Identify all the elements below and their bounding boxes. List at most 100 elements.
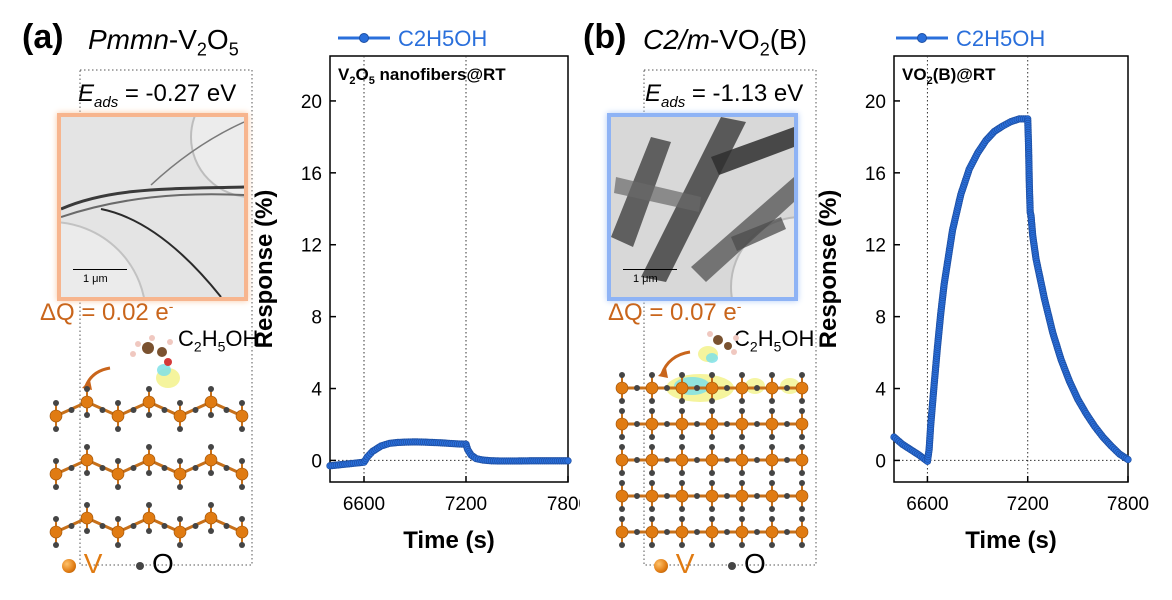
phase-space-group: C2/m [643, 24, 710, 55]
oxygen-atom [649, 434, 655, 440]
vanadium-atom [173, 409, 187, 423]
vanadium-atom [204, 395, 218, 409]
oxygen-atom [799, 408, 805, 414]
vanadium-atom [235, 525, 249, 539]
vanadium-atom [111, 525, 125, 539]
oxygen-atom [799, 470, 805, 476]
vanadium-atom [735, 417, 749, 431]
oxygen-atom [146, 444, 152, 450]
vanadium-atom [49, 525, 63, 539]
oxygen-atom [784, 529, 790, 535]
vanadium-atom [765, 381, 779, 395]
oxygen-atom [161, 523, 168, 529]
oxygen-atom [694, 529, 700, 535]
oxygen-atom [130, 465, 137, 471]
oxygen-atom [177, 484, 183, 490]
oxygen-atom [146, 412, 152, 418]
chart-vo2b-response: C2H5OH 0 4 8 12 16 20 6600 7200 7800 Time (s) Respo… [815, 26, 1149, 554]
panel-a-letter: (a) [22, 18, 64, 56]
oxygen-atom [739, 398, 745, 404]
charge-sign: - [168, 298, 174, 314]
vanadium-atom [142, 511, 156, 525]
oxygen-atom [679, 480, 685, 486]
vanadium-atom [765, 453, 779, 467]
eads-value: = -0.27 eV [118, 80, 237, 107]
oxygen-atom [664, 493, 670, 499]
oxygen-atom [619, 434, 625, 440]
oxygen-atom [709, 470, 715, 476]
oxygen-atom [208, 528, 214, 534]
oxygen-atom [634, 385, 640, 391]
oxygen-label: O [744, 548, 766, 579]
oxygen-atom [619, 398, 625, 404]
x-axis-label: Time (s) [403, 527, 495, 554]
x-tick-label: 7800 [1107, 494, 1149, 515]
y-tick-label: 20 [865, 92, 886, 113]
oxygen-atom [239, 516, 245, 522]
y-tick-label: 16 [301, 164, 322, 185]
scale-bar [73, 269, 127, 270]
oxygen-atom [754, 493, 760, 499]
oxygen-atom [739, 444, 745, 450]
ethanol-molecule [707, 331, 739, 355]
oxygen-atom [664, 529, 670, 535]
panel-a-adsorption-energy: Eads = -0.27 eV [78, 80, 236, 111]
y-axis-label: Response (%) [251, 190, 278, 349]
oxygen-atom [177, 458, 183, 464]
y-tick-label: 12 [865, 236, 886, 257]
vanadium-atom [142, 453, 156, 467]
phase-subscript: 2 [759, 39, 770, 60]
oxygen-atom [223, 407, 230, 413]
legend-marker [917, 33, 927, 43]
oxygen-atom [769, 516, 775, 522]
phase-formula-part: O [206, 24, 229, 55]
oxygen-atom [679, 470, 685, 476]
oxygen-atom [799, 372, 805, 378]
chart-v2o5-response: C2H5OH 0 4 8 12 16 20 6600 7200 7800 Time (s) Respo… [251, 26, 580, 554]
panel-a-cell-outline [79, 69, 253, 566]
x-axis-label: Time (s) [965, 527, 1057, 554]
vanadium-atom [675, 381, 689, 395]
oxygen-atom [709, 434, 715, 440]
vanadium-atom [735, 381, 749, 395]
oxygen-atom [769, 372, 775, 378]
oxygen-atom [146, 470, 152, 476]
oxygen-atom [99, 407, 106, 413]
vanadium-atom [615, 453, 629, 467]
oxygen-atom [769, 434, 775, 440]
vanadium-atom [645, 453, 659, 467]
oxygen-label: O [152, 548, 174, 579]
oxygen-atom [208, 444, 214, 450]
oxygen-atom [192, 407, 199, 413]
oxygen-atom [739, 470, 745, 476]
oxygen-atom [649, 542, 655, 548]
oxygen-atom [679, 398, 685, 404]
tem-nanobelts-drawing [611, 117, 794, 297]
oxygen-atom [709, 542, 715, 548]
oxygen-atom [177, 542, 183, 548]
mol-part: OH [225, 326, 259, 351]
phase-formula-part: -VO [709, 24, 760, 55]
oxygen-atom [223, 523, 230, 529]
panel-a-tem-image: 1 μm [57, 113, 248, 301]
panel-a-crystal-structure [49, 335, 249, 548]
vanadium-label: V [675, 548, 695, 579]
vanadium-atom [675, 453, 689, 467]
tem-fibers-drawing [61, 117, 244, 297]
oxygen-atom [115, 516, 121, 522]
scale-bar [623, 269, 677, 270]
oxygen-atom [799, 398, 805, 404]
ethanol-molecule [130, 335, 180, 388]
oxygen-atom [754, 421, 760, 427]
vanadium-atom [80, 395, 94, 409]
vanadium-atom [235, 467, 249, 481]
oxygen-atom [619, 372, 625, 378]
oxygen-atom [177, 400, 183, 406]
oxygen-atom [161, 465, 168, 471]
y-tick-label: 0 [875, 451, 886, 472]
mol-part: C [734, 326, 750, 351]
vanadium-atom [795, 525, 809, 539]
oxygen-atom [99, 523, 106, 529]
oxygen-atom [115, 426, 121, 432]
oxygen-atom [619, 444, 625, 450]
